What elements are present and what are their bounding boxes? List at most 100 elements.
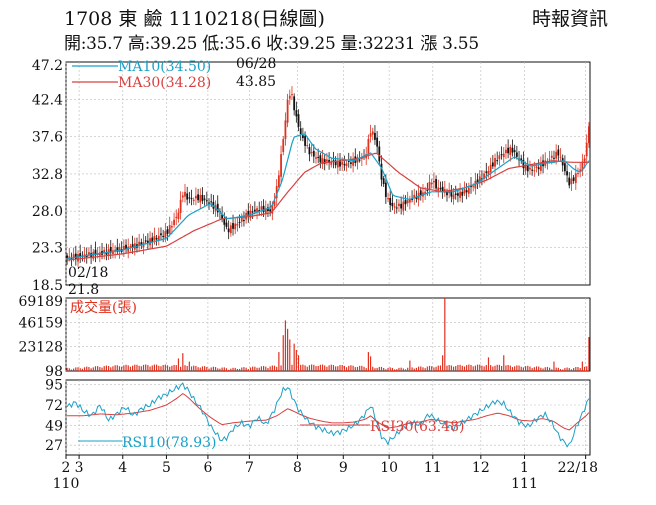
candle-up xyxy=(428,181,431,190)
candle-down xyxy=(79,253,82,258)
candle-up xyxy=(505,149,507,154)
candle-up xyxy=(129,246,132,248)
candle-up xyxy=(284,120,287,139)
candle-up xyxy=(579,169,582,171)
rsi-tick-label: 95 xyxy=(45,377,63,393)
candle-down xyxy=(299,128,302,134)
candle-up xyxy=(539,162,542,171)
candle-up xyxy=(367,138,370,155)
candle-up xyxy=(502,153,505,158)
candle-down xyxy=(197,194,199,201)
candle-down xyxy=(522,160,525,169)
candle-up xyxy=(437,187,440,191)
x-tick-label: 12 xyxy=(472,460,490,476)
low-date-annotation: 02/18 xyxy=(68,265,108,281)
candle-down xyxy=(243,220,245,222)
candle-up xyxy=(478,176,481,183)
candle-down xyxy=(568,177,571,186)
candle-up xyxy=(229,225,232,234)
candle-up xyxy=(356,157,359,163)
candle-down xyxy=(208,202,210,204)
candle-down xyxy=(267,207,269,212)
candle-down xyxy=(446,190,448,196)
candle-down xyxy=(507,147,510,154)
candle-up xyxy=(585,142,588,157)
candle-down xyxy=(347,160,350,162)
candle-up xyxy=(236,223,239,226)
candle-down xyxy=(312,150,315,157)
x-tick-label: 10 xyxy=(380,460,398,476)
candle-up xyxy=(245,212,248,220)
candle-up xyxy=(260,206,263,210)
candle-up xyxy=(581,161,584,171)
candle-down xyxy=(70,258,73,260)
candle-down xyxy=(343,164,346,166)
candle-down xyxy=(461,191,464,196)
candle-down xyxy=(205,200,208,202)
candle-down xyxy=(155,237,158,240)
price-tick-label: 37.6 xyxy=(32,130,63,146)
rsi30-line xyxy=(67,392,590,431)
chart-title: 1708 東 鹼 1110218(日線圖) xyxy=(64,8,325,30)
x-tick-label: 5 xyxy=(162,460,171,476)
candle-down xyxy=(491,162,494,167)
candle-down xyxy=(166,229,169,234)
volume-panel-frame xyxy=(65,297,591,372)
candle-down xyxy=(105,252,108,255)
candle-up xyxy=(413,194,416,198)
candle-up xyxy=(529,167,531,170)
candle-down xyxy=(485,171,488,173)
x-year-label: 110 xyxy=(53,476,80,492)
candle-up xyxy=(112,250,114,255)
candle-up xyxy=(360,157,363,160)
candle-up xyxy=(432,180,435,183)
candle-down xyxy=(334,160,337,166)
candle-down xyxy=(216,203,219,213)
volume-legend-label: 成交量(張) xyxy=(70,299,137,316)
candle-down xyxy=(188,197,191,199)
price-tick-label: 18.5 xyxy=(32,278,63,294)
candle-down xyxy=(470,185,472,188)
candle-down xyxy=(201,194,204,201)
candle-up xyxy=(321,158,324,165)
candle-down xyxy=(227,228,230,233)
candle-down xyxy=(319,155,322,163)
candle-down xyxy=(247,211,250,217)
low-value-annotation: 21.8 xyxy=(68,282,99,298)
candle-up xyxy=(88,252,90,255)
rsi-tick-label: 72 xyxy=(45,398,63,414)
candle-up xyxy=(77,254,79,262)
candle-down xyxy=(160,233,162,236)
candle-up xyxy=(177,212,180,219)
candle-down xyxy=(146,240,149,243)
rsi10-legend-label: RSI10(78.93) xyxy=(122,435,216,451)
candle-down xyxy=(262,205,265,212)
candle-up xyxy=(118,246,121,252)
candle-up xyxy=(408,198,411,203)
candle-down xyxy=(210,201,213,203)
volume-tick-label: 69189 xyxy=(18,294,63,310)
candle-up xyxy=(555,151,558,159)
candle-up xyxy=(282,139,285,152)
candle-down xyxy=(116,247,119,252)
candle-up xyxy=(149,238,151,246)
candle-up xyxy=(127,246,130,252)
candle-down xyxy=(450,190,453,197)
candle-down xyxy=(374,132,376,140)
x-tick-label: 7 xyxy=(245,460,254,476)
candle-up xyxy=(173,219,175,226)
candle-up xyxy=(424,191,427,195)
price-tick-label: 28.0 xyxy=(32,204,63,220)
candle-up xyxy=(398,203,400,207)
candle-down xyxy=(515,152,518,157)
x-tick-label: 8 xyxy=(293,460,302,476)
candle-down xyxy=(350,162,352,164)
candle-up xyxy=(577,173,579,175)
rsi30-legend-label: RSI30(63.48) xyxy=(370,419,464,435)
candle-down xyxy=(380,163,383,180)
candle-up xyxy=(240,217,243,222)
candle-up xyxy=(291,94,293,96)
candle-down xyxy=(439,188,442,190)
candle-down xyxy=(419,190,422,196)
candle-up xyxy=(393,206,396,208)
